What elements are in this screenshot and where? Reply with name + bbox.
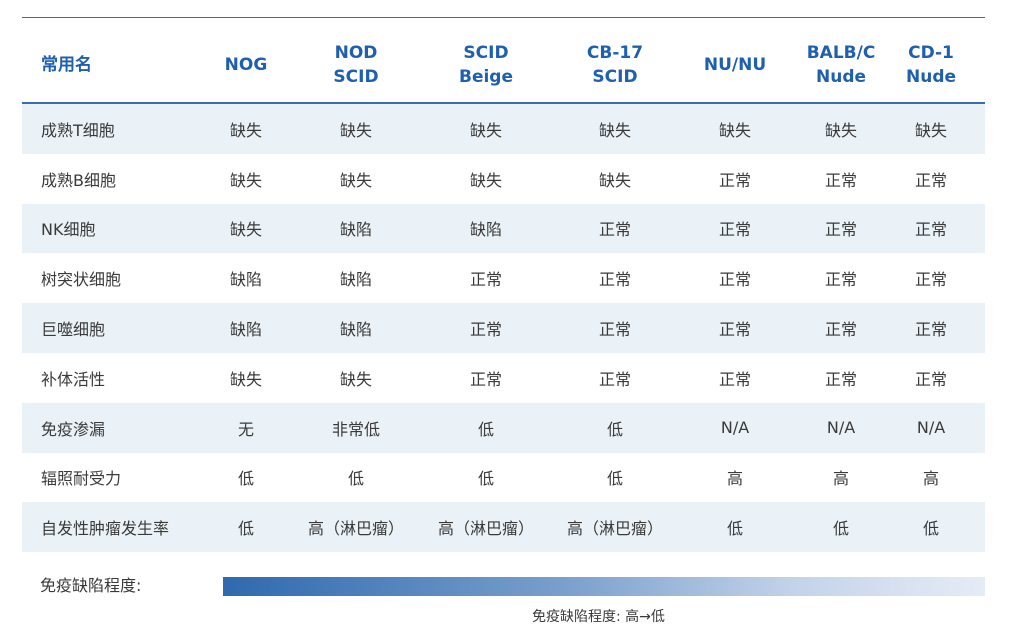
table-cell: 缺失: [407, 103, 565, 154]
table-cell: N/A: [877, 402, 985, 453]
immunodeficiency-gradient-bar: [223, 577, 985, 596]
table-cell: 正常: [665, 203, 805, 254]
row-label: 免疫渗漏: [22, 402, 187, 453]
table-cell: 缺失: [187, 203, 305, 254]
row-label: 自发性肿瘤发生率: [22, 502, 187, 553]
row-label: 辐照耐受力: [22, 452, 187, 503]
table-cell: N/A: [805, 402, 877, 453]
table-cell: 缺陷: [187, 303, 305, 353]
table-row: 免疫渗漏无非常低低低 N/A N/A N/A: [22, 402, 985, 453]
mouse-strain-comparison-table: 常用名 NOG NOD SCID SCID Beige CB-17 SCID NU/N…: [22, 28, 985, 553]
table-cell: 正常: [565, 253, 665, 304]
table-cell: 正常: [805, 303, 877, 353]
header-row: 常用名 NOG NOD SCID SCID Beige CB-17 SCID NU/N…: [22, 28, 985, 104]
table-row: 树突状细胞 缺陷 缺陷 正常 正常 正常 正常 正常: [22, 253, 985, 304]
row-label: 巨噬细胞: [22, 303, 187, 353]
table-cell: 缺失: [665, 103, 805, 154]
table-cell: 正常: [665, 153, 805, 204]
table-cell: 缺失: [305, 352, 407, 403]
table-cell: 缺失: [187, 153, 305, 204]
table-row: NK细胞 缺失 缺陷 缺陷 正常 正常 正常 正常: [22, 203, 985, 254]
table-cell: 高: [805, 452, 877, 503]
table-cell: 低: [565, 402, 665, 453]
table-cell: 正常: [877, 352, 985, 403]
table-cell: N/A: [665, 402, 805, 453]
row-label: 补体活性: [22, 352, 187, 403]
table-cell: 缺陷: [407, 203, 565, 254]
table-row: 成熟B细胞 缺失 缺失 缺失 缺失 正常 正常 正常: [22, 153, 985, 204]
table-cell: 缺失: [565, 153, 665, 204]
table-cell: 正常: [877, 153, 985, 204]
table-cell: 低: [305, 452, 407, 503]
table-row: 成熟T细胞 缺失 缺失 缺失 缺失 缺失 缺失 缺失: [22, 103, 985, 154]
table-cell: 高（淋巴瘤）: [565, 502, 665, 553]
table-cell: 缺失: [805, 103, 877, 154]
table-cell: 正常: [805, 203, 877, 254]
table-cell: 缺陷: [305, 203, 407, 254]
table-cell: 正常: [407, 352, 565, 403]
table-cell: 无: [187, 402, 305, 453]
table-cell: 低: [565, 452, 665, 503]
table-cell: 缺失: [305, 153, 407, 204]
table-cell: 低: [877, 502, 985, 553]
table-cell: 缺失: [565, 103, 665, 154]
table-cell: 非常低: [305, 402, 407, 453]
header-nod-scid: NOD SCID: [305, 28, 407, 104]
top-rule: [22, 17, 985, 18]
table-cell: 正常: [407, 253, 565, 304]
header-nu-nu: NU/NU: [665, 28, 805, 104]
table-cell: 缺失: [877, 103, 985, 154]
table-cell: 高（淋巴瘤）: [305, 502, 407, 553]
table-body: 成熟T细胞 缺失 缺失 缺失 缺失 缺失 缺失 缺失 成熟B细胞 缺失 缺失 缺失 缺失 正常 正常 正常 NK…: [22, 103, 985, 553]
table-cell: 正常: [877, 303, 985, 353]
header-cd1-nude: CD-1 Nude: [877, 28, 985, 104]
table-cell: 低: [407, 402, 565, 453]
table-row: 补体活性 缺失 缺失 正常 正常 正常 正常 正常: [22, 352, 985, 403]
table-cell: 缺失: [187, 103, 305, 154]
table-cell: 正常: [805, 253, 877, 304]
row-label: 树突状细胞: [22, 253, 187, 304]
table-cell: 正常: [805, 153, 877, 204]
table-row: 自发性肿瘤发生率低高（淋巴瘤） 高（淋巴瘤） 高（淋巴瘤）低低低: [22, 502, 985, 553]
table-cell: 高: [877, 452, 985, 503]
header-balbc-nude: BALB/C Nude: [805, 28, 877, 104]
table-cell: 正常: [877, 203, 985, 254]
table-cell: 正常: [665, 253, 805, 304]
table-row: 辐照耐受力低低低低高高高: [22, 452, 985, 503]
table-cell: 正常: [665, 303, 805, 353]
row-label: 成熟T细胞: [22, 103, 187, 154]
header-scid-beige: SCID Beige: [407, 28, 565, 104]
legend-caption: 免疫缺陷程度: 高→低: [532, 609, 665, 625]
table-cell: 正常: [805, 352, 877, 403]
header-common-name: 常用名: [22, 28, 187, 104]
table-cell: 缺陷: [187, 253, 305, 304]
header-nog: NOG: [187, 28, 305, 104]
table-cell: 缺失: [305, 103, 407, 154]
table-cell: 低: [665, 502, 805, 553]
row-label: 成熟B细胞: [22, 153, 187, 204]
table-cell: 低: [805, 502, 877, 553]
row-label: NK细胞: [22, 203, 187, 254]
table-cell: 低: [187, 452, 305, 503]
table-cell: 正常: [877, 253, 985, 304]
table-cell: 低: [187, 502, 305, 553]
table-cell: 正常: [665, 352, 805, 403]
table-cell: 正常: [565, 303, 665, 353]
table-cell: 缺失: [187, 352, 305, 403]
table-cell: 正常: [565, 352, 665, 403]
table-cell: 缺陷: [305, 303, 407, 353]
table-cell: 低: [407, 452, 565, 503]
header-cb17-scid: CB-17 SCID: [565, 28, 665, 104]
table-row: 巨噬细胞 缺陷 缺陷 正常 正常 正常 正常 正常: [22, 303, 985, 353]
table-cell: 高（淋巴瘤）: [407, 502, 565, 553]
table-cell: 正常: [565, 203, 665, 254]
legend-label: 免疫缺陷程度:: [40, 576, 142, 595]
table-cell: 正常: [407, 303, 565, 353]
table-cell: 缺失: [407, 153, 565, 204]
table-cell: 缺陷: [305, 253, 407, 304]
table-cell: 高: [665, 452, 805, 503]
